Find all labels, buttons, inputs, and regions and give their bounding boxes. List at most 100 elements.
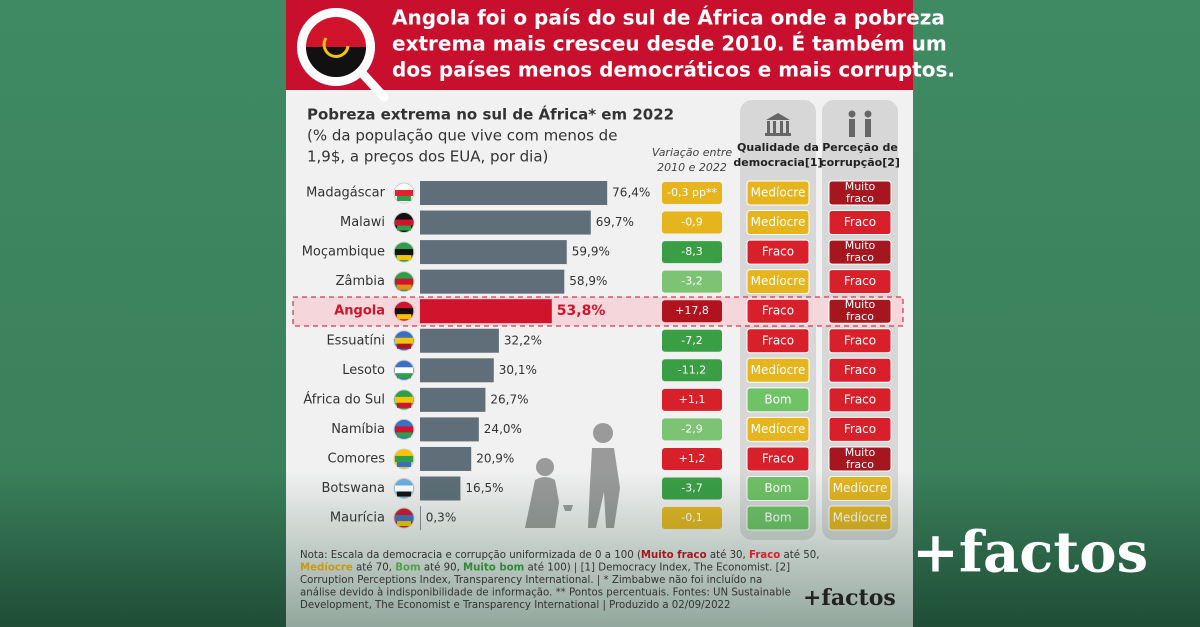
democracy-cell [746, 210, 810, 236]
note-segment: Corruption Perceptions Index, Transparen… [300, 574, 762, 586]
flag-stripe [395, 367, 413, 374]
bar [420, 328, 499, 353]
variation-label: -2,9 [681, 422, 702, 435]
flag-stripe [395, 249, 413, 256]
variation-label: -8,3 [681, 245, 702, 258]
variation-label: -7,2 [681, 334, 702, 347]
corruption-icon [848, 110, 872, 137]
corruption-label: Fraco [844, 333, 876, 347]
variation-label: +1,2 [679, 452, 706, 465]
corruption-label: Fraco [844, 392, 876, 406]
democracy-label: Fraco [762, 304, 794, 318]
democracy-label: Fraco [762, 451, 794, 465]
column-header: Perceção de [822, 141, 898, 154]
democracy-cell [746, 387, 810, 413]
headline-line: extrema mais cresceu desde 2010. É també… [392, 32, 947, 56]
corruption-cell [828, 357, 892, 383]
bar [420, 417, 479, 442]
note-segment: Development, The Economist e Transparenc… [300, 600, 731, 611]
category-label: Moçambique [302, 245, 385, 260]
democracy-cell [746, 269, 810, 295]
note: Nota: Escala da democracia e corrupção u… [300, 549, 819, 611]
note-segment: até 50, [780, 549, 819, 561]
value-label: 59,9% [572, 245, 610, 259]
category-label: Lesoto [342, 363, 385, 378]
category-label: Madagáscar [306, 186, 386, 201]
note-line: Corruption Perceptions Index, Transparen… [300, 574, 762, 586]
value-label: 58,9% [569, 274, 607, 288]
category-label: Essuatíni [326, 333, 385, 348]
flag-stripe [395, 426, 413, 433]
flag-stripe [397, 314, 411, 320]
flag-stripe [397, 461, 411, 467]
corruption-cell [828, 239, 892, 265]
flag-stripe [397, 432, 411, 438]
headline: Angola foi o país do sul de África onde … [392, 6, 955, 82]
value-label: 32,2% [504, 333, 542, 347]
flag-stripe [397, 255, 411, 261]
democracy-label: Medíocre [751, 363, 806, 377]
note-segment: até 70, [353, 562, 395, 574]
variation-label: -3,2 [681, 275, 702, 288]
variation-cell [662, 241, 722, 264]
variation-cell [662, 182, 722, 204]
value-label: 69,7% [596, 215, 634, 229]
flag-stripe [397, 284, 411, 290]
column-header: Qualidade da [737, 141, 819, 154]
corruption-label: Muito fraco [845, 298, 876, 323]
note-segment: até 30, [707, 549, 749, 561]
corruption-label: Fraco [844, 215, 876, 229]
flag-stripe [395, 219, 413, 226]
variation-cell [662, 418, 722, 441]
flag-stripe [397, 402, 411, 408]
category-label: Namíbia [331, 422, 385, 437]
flag-stripe [395, 337, 413, 344]
variation-label: -11,2 [678, 363, 706, 376]
variation-label: -0,3 pp** [667, 186, 717, 199]
variation-cell [662, 359, 722, 382]
note-line: Development, The Economist e Transparenc… [300, 600, 731, 611]
democracy-cell [746, 357, 810, 383]
corruption-label: Fraco [844, 363, 876, 377]
corruption-label: Muito fraco [845, 239, 876, 264]
corruption-cell [828, 269, 892, 295]
democracy-cell [746, 239, 810, 265]
note-segment: Medíocre [300, 562, 353, 574]
variation-cell [662, 300, 722, 323]
header-band [286, 0, 913, 90]
variation-cell [662, 329, 722, 352]
category-label: Zâmbia [336, 274, 385, 289]
brand-large: +factos [912, 520, 1148, 586]
variation-label: +17,8 [675, 304, 709, 317]
column-header: 2010 e 2022 [657, 161, 727, 174]
value-label: 30,1% [499, 363, 537, 377]
category-label: África do Sul [303, 391, 385, 407]
note-line: Medíocre até 70, Bom até 90, Muito bom a… [300, 562, 790, 574]
bar [420, 240, 567, 265]
headline-line: dos países menos democráticos e mais cor… [392, 58, 955, 82]
democracy-cell [746, 416, 810, 442]
note-segment: Muito bom [463, 563, 524, 574]
democracy-label: Medíocre [751, 186, 806, 200]
corruption-cell [828, 210, 892, 236]
democracy-label: Fraco [762, 245, 794, 259]
democracy-label: Medíocre [751, 422, 806, 436]
value-label: 53,8% [557, 303, 606, 319]
note-segment: até 100) | [1] Democracy Index, The Econ… [524, 562, 790, 574]
note-segment: até 90, [421, 562, 463, 574]
democracy-label: Medíocre [751, 274, 806, 288]
note-segment: Bom [395, 563, 420, 574]
bar [420, 269, 565, 294]
chart-subtitle: 1,9$, a preços dos EUA, por dia) [307, 148, 548, 166]
democracy-label: Fraco [762, 333, 794, 347]
variation-cell [662, 270, 722, 293]
corruption-label: Fraco [844, 274, 876, 288]
category-label: Comores [328, 451, 386, 466]
corruption-cell [828, 387, 892, 413]
corruption-label: Muito fraco [845, 446, 876, 471]
column-header: corrupção[2] [820, 156, 900, 169]
note-segment: Muito fraco [641, 550, 707, 561]
corruption-label: Fraco [844, 422, 876, 436]
corruption-cell [828, 180, 892, 206]
bar [420, 358, 494, 383]
